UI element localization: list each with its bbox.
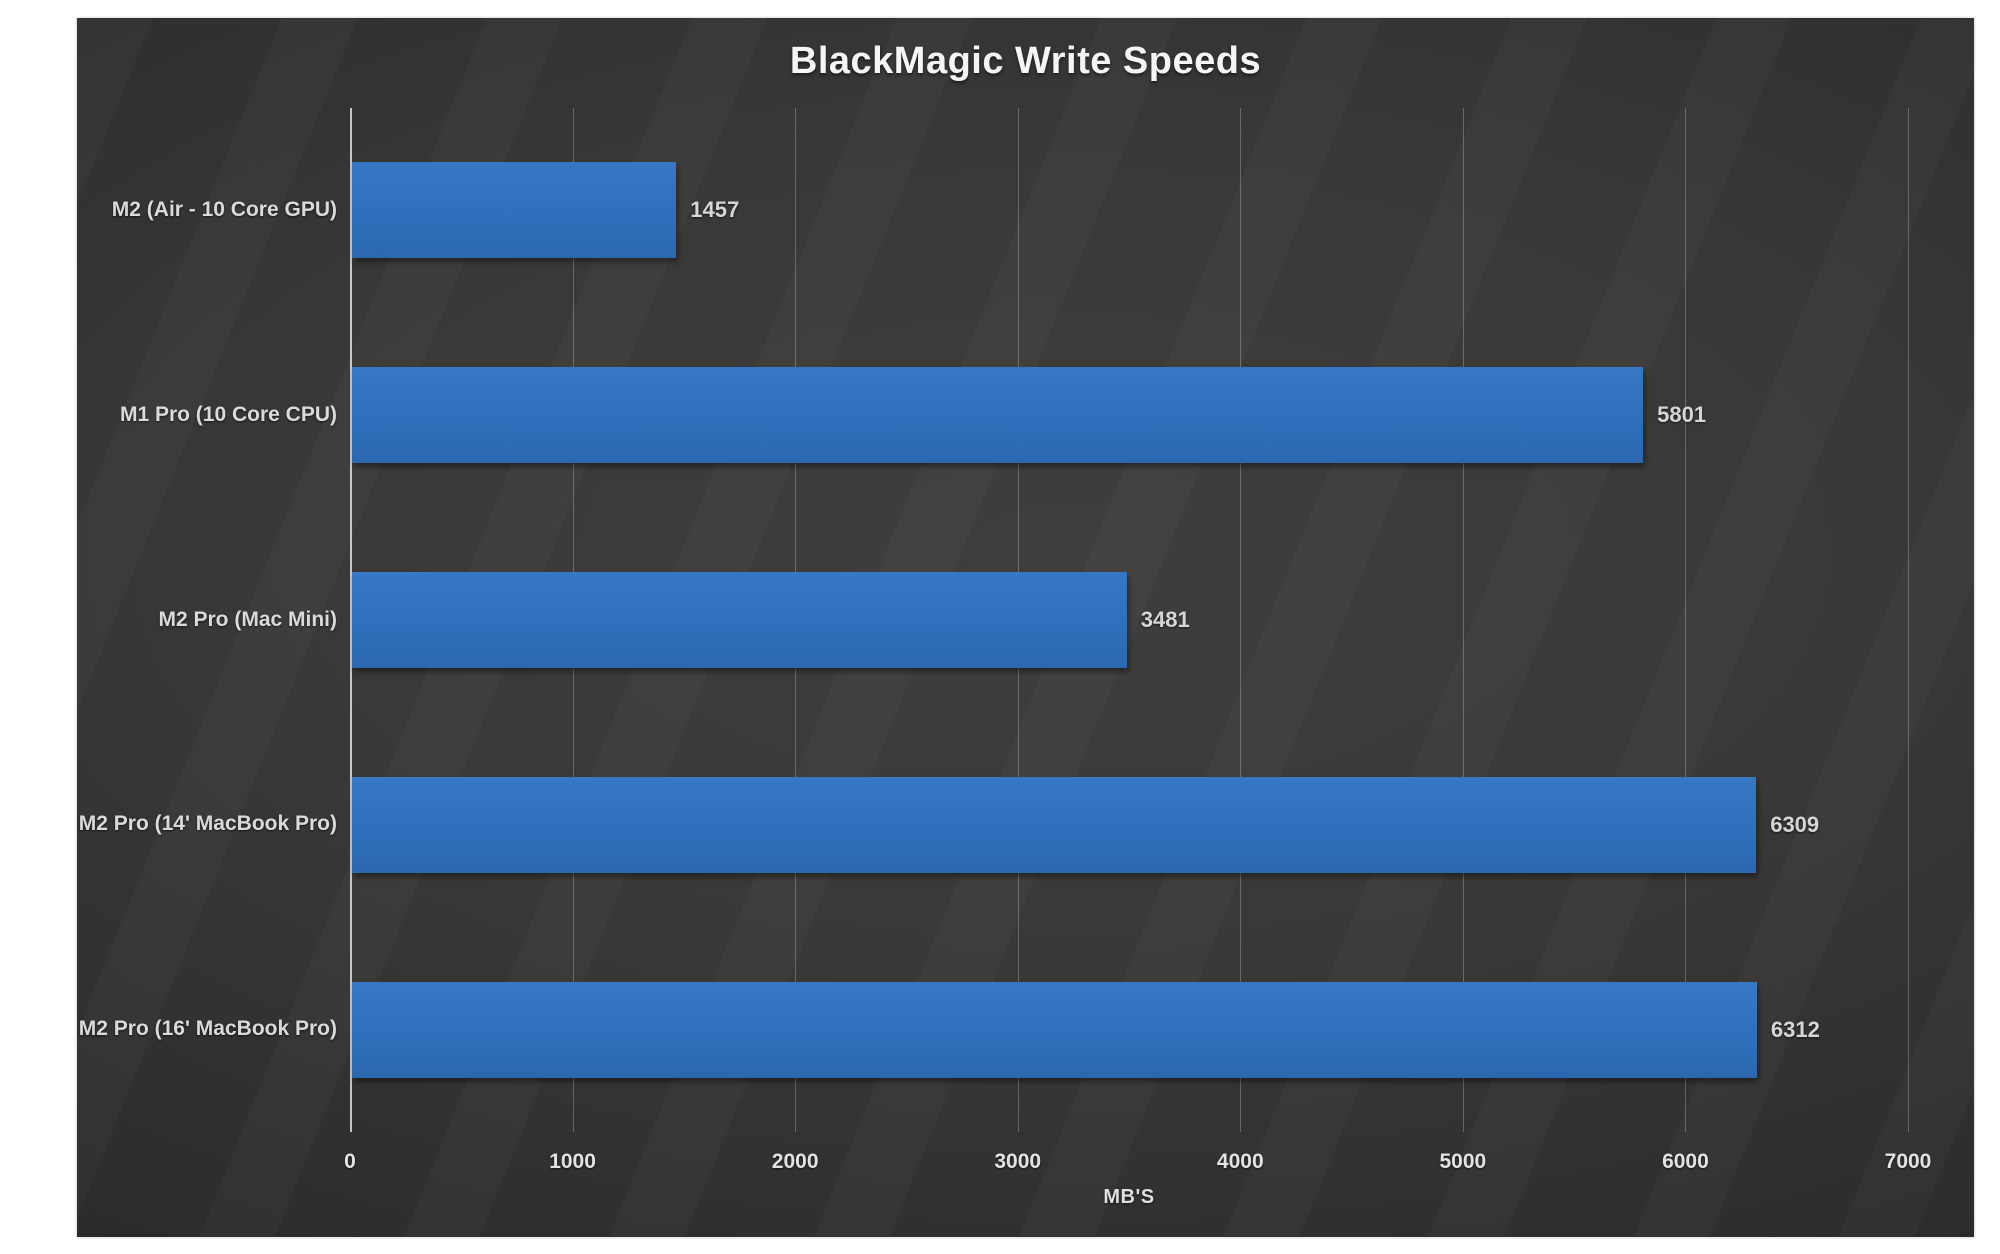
bar [352,981,1757,1078]
bar-value-label: 3481 [1140,607,1190,632]
y-axis-line [350,108,352,1132]
gridline [1908,108,1909,1132]
category-label: M2 Pro (14' MacBook Pro) [78,812,337,836]
bar [352,162,677,259]
x-tick-label: 4000 [1216,1150,1264,1173]
bar [352,572,1127,668]
bar-value-label: 5801 [1657,402,1707,428]
x-tick-label: 2000 [771,1150,819,1173]
bar [352,776,1757,873]
x-tick-label: 1000 [549,1150,596,1173]
category-label: M2 Pro (16' MacBook Pro) [78,1017,337,1041]
x-tick-label: 7000 [1884,1150,1932,1173]
x-tick-label: 3000 [994,1150,1042,1173]
category-label: M2 (Air - 10 Core GPU) [111,198,337,221]
plot-area: 1457 5801 3481 6309 6312 [350,108,1909,1132]
category-label: M2 Pro (Mac Mini) [158,607,337,631]
x-axis-title: MB'S [1103,1186,1155,1208]
gridline [1240,108,1242,1132]
x-tick-label: 6000 [1662,1150,1709,1173]
x-tick-label: 5000 [1439,1150,1487,1173]
x-tick-label: 0 [344,1150,356,1173]
bar-value-label: 6309 [1770,811,1820,837]
gridline [1685,108,1687,1132]
gridline [1462,108,1464,1132]
chart-title: BlackMagic Write Speeds [789,40,1262,82]
category-label: M1 Pro (10 Core CPU) [119,402,337,426]
bar-value-label: 1457 [690,197,740,223]
chart-panel: BlackMagic Write Speeds 1457 5801 3481 6309… [77,18,1974,1237]
bar [352,367,1644,464]
bar-value-label: 6312 [1770,1016,1820,1042]
